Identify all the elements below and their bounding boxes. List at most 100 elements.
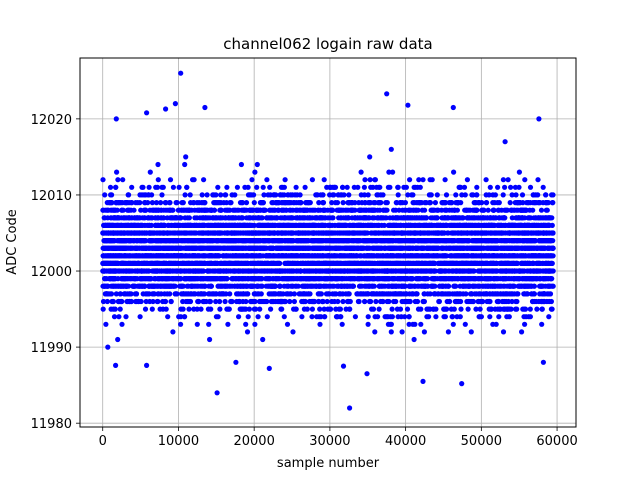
data-point (487, 184, 493, 190)
data-point (115, 336, 121, 343)
chart-title: channel062 logain raw data (223, 35, 432, 53)
data-point (215, 184, 221, 190)
data-point (120, 207, 126, 213)
data-point (111, 314, 118, 320)
data-point (153, 200, 160, 206)
data-point (167, 177, 174, 183)
data-point (443, 192, 450, 198)
data-point (407, 177, 413, 183)
data-point (267, 184, 273, 190)
data-point (519, 192, 526, 198)
data-point (485, 207, 491, 213)
data-point (143, 207, 149, 213)
data-point (529, 298, 536, 305)
data-point (516, 184, 522, 190)
data-point (530, 207, 536, 213)
data-point (514, 306, 520, 312)
data-point (100, 177, 106, 183)
data-point (373, 298, 379, 305)
data-point (252, 321, 258, 327)
data-point (170, 329, 176, 335)
data-point (344, 184, 350, 190)
data-point (327, 306, 333, 312)
data-point (523, 314, 529, 320)
data-point (255, 314, 261, 320)
data-point (138, 207, 144, 213)
data-point (320, 200, 326, 206)
data-point (464, 177, 470, 183)
data-point (182, 161, 188, 168)
data-point (516, 169, 523, 175)
data-point (293, 184, 299, 190)
data-point (507, 200, 513, 206)
data-points (100, 70, 556, 411)
data-point (405, 207, 412, 213)
data-point (254, 184, 260, 190)
data-point (119, 321, 125, 327)
data-point (201, 177, 207, 183)
data-point (484, 200, 490, 206)
data-point (442, 177, 448, 183)
data-point (474, 192, 480, 198)
data-point (316, 200, 322, 206)
data-point (176, 184, 182, 190)
data-point (265, 192, 271, 198)
data-point (335, 298, 341, 305)
data-point (477, 306, 483, 312)
data-point (386, 169, 392, 175)
data-point (240, 207, 246, 213)
data-point (316, 298, 322, 305)
data-point (461, 184, 468, 190)
data-point (505, 177, 511, 183)
data-point (257, 306, 263, 312)
data-point (416, 177, 422, 183)
data-point (388, 146, 394, 152)
data-point (225, 321, 231, 327)
data-point (123, 314, 129, 320)
data-point (245, 314, 251, 320)
data-point (322, 314, 328, 320)
data-point (492, 306, 498, 312)
data-point (527, 306, 533, 312)
data-point (236, 314, 242, 320)
data-point (137, 314, 143, 320)
data-point (206, 321, 212, 327)
data-point (222, 298, 228, 305)
data-point (116, 314, 122, 320)
data-point (282, 177, 288, 183)
data-point (299, 314, 305, 320)
data-point (546, 314, 552, 320)
data-point (132, 291, 138, 297)
data-point (159, 192, 165, 198)
data-point (337, 306, 343, 312)
data-point (483, 177, 489, 183)
data-point (147, 169, 153, 175)
data-point (433, 314, 439, 320)
data-point (526, 215, 532, 221)
data-point (245, 184, 251, 190)
data-point (224, 184, 230, 190)
data-point (309, 314, 315, 320)
data-point (112, 306, 118, 312)
data-point (187, 192, 193, 198)
data-point (372, 329, 378, 335)
data-point (290, 329, 296, 335)
data-point (218, 192, 224, 198)
data-point (158, 200, 164, 206)
data-point (434, 192, 440, 198)
data-point (102, 192, 108, 198)
data-point (268, 306, 274, 312)
data-point (377, 184, 383, 190)
data-point (329, 200, 335, 206)
data-point (500, 177, 506, 183)
data-point (267, 207, 273, 213)
data-point (399, 329, 405, 335)
data-point (327, 192, 333, 198)
data-point (178, 283, 185, 289)
data-point (142, 306, 149, 312)
data-point (418, 321, 424, 327)
data-point (358, 192, 364, 198)
data-point (149, 200, 155, 206)
data-point (340, 298, 346, 305)
